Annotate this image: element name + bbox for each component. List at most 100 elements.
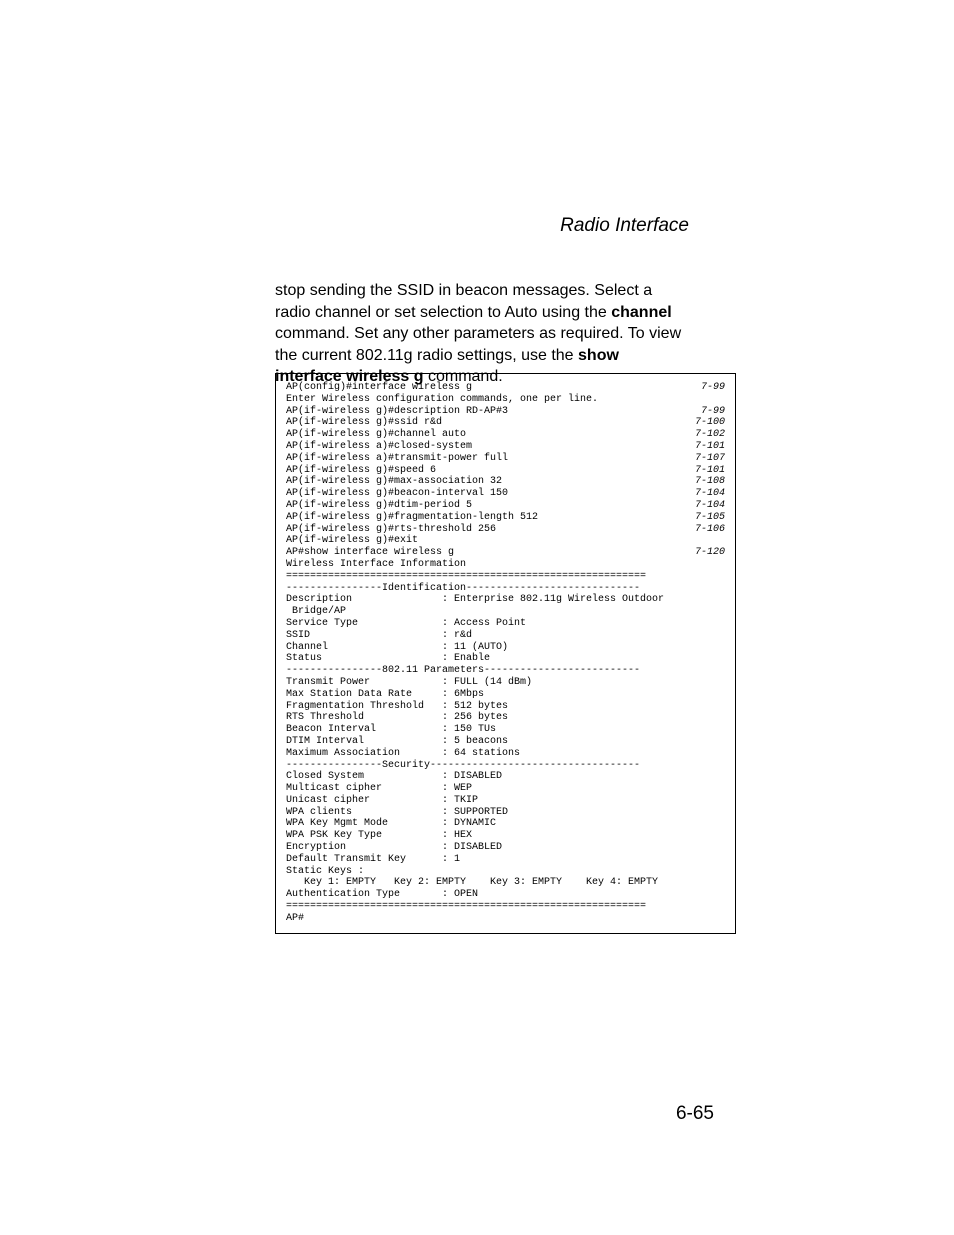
terminal-text: AP(if-wireless g)#speed 6 xyxy=(286,465,436,477)
terminal-line: Key 1: EMPTY Key 2: EMPTY Key 3: EMPTY K… xyxy=(286,877,725,889)
terminal-ref: 7-108 xyxy=(695,476,725,488)
terminal-line: DTIM Interval : 5 beacons xyxy=(286,736,725,748)
terminal-text: Bridge/AP xyxy=(286,606,346,618)
terminal-ref: 7-106 xyxy=(695,524,725,536)
terminal-text: AP(if-wireless g)#beacon-interval 150 xyxy=(286,488,508,500)
terminal-text: Status : Enable xyxy=(286,653,490,665)
terminal-line: Closed System : DISABLED xyxy=(286,771,725,783)
terminal-line: AP(if-wireless g)#max-association 32 7-10… xyxy=(286,476,725,488)
terminal-text: Multicast cipher : WEP xyxy=(286,783,472,795)
terminal-line: SSID : r&d xyxy=(286,630,725,642)
terminal-text: WPA clients : SUPPORTED xyxy=(286,807,508,819)
terminal-text: Key 1: EMPTY Key 2: EMPTY Key 3: EMPTY K… xyxy=(286,877,658,889)
page-header: Radio Interface xyxy=(560,215,689,237)
terminal-line: Default Transmit Key : 1 xyxy=(286,854,725,866)
terminal-line: Status : Enable xyxy=(286,653,725,665)
terminal-line: Enter Wireless configuration commands, o… xyxy=(286,394,725,406)
terminal-line: AP(if-wireless g)#exit xyxy=(286,535,725,547)
terminal-text: SSID : r&d xyxy=(286,630,472,642)
terminal-line: Static Keys : xyxy=(286,866,725,878)
terminal-ref: 7-104 xyxy=(695,500,725,512)
terminal-ref: 7-100 xyxy=(695,417,725,429)
terminal-line: Max Station Data Rate : 6Mbps xyxy=(286,689,725,701)
terminal-text: AP(config)#interface wireless g xyxy=(286,382,472,394)
terminal-text: Channel : 11 (AUTO) xyxy=(286,642,508,654)
terminal-line: ========================================… xyxy=(286,571,725,583)
body-part1: stop sending the SSID in beacon messages… xyxy=(275,282,652,321)
terminal-line: AP(if-wireless g)#channel auto 7-102 xyxy=(286,429,725,441)
terminal-text: Wireless Interface Information xyxy=(286,559,466,571)
terminal-line: ========================================… xyxy=(286,901,725,913)
terminal-text: Encryption : DISABLED xyxy=(286,842,502,854)
terminal-text: Beacon Interval : 150 TUs xyxy=(286,724,496,736)
terminal-line: ----------------Security----------------… xyxy=(286,760,725,772)
terminal-text: ========================================… xyxy=(286,901,646,913)
terminal-ref: 7-102 xyxy=(695,429,725,441)
terminal-text: RTS Threshold : 256 bytes xyxy=(286,712,508,724)
terminal-text: WPA Key Mgmt Mode : DYNAMIC xyxy=(286,818,496,830)
terminal-text: AP(if-wireless g)#channel auto xyxy=(286,429,466,441)
terminal-line: AP(config)#interface wireless g7-99 xyxy=(286,382,725,394)
terminal-line: AP#show interface wireless g 7-120 xyxy=(286,547,725,559)
terminal-ref: 7-105 xyxy=(695,512,725,524)
terminal-text: AP# xyxy=(286,913,304,925)
terminal-line: AP(if-wireless g)#rts-threshold 256 7-106 xyxy=(286,524,725,536)
terminal-text: ----------------802.11 Parameters-------… xyxy=(286,665,640,677)
terminal-text: AP(if-wireless g)#dtim-period 5 xyxy=(286,500,472,512)
terminal-line: WPA Key Mgmt Mode : DYNAMIC xyxy=(286,818,725,830)
terminal-text: WPA PSK Key Type : HEX xyxy=(286,830,472,842)
terminal-text: Service Type : Access Point xyxy=(286,618,526,630)
terminal-text: ========================================… xyxy=(286,571,646,583)
terminal-ref: 7-107 xyxy=(695,453,725,465)
terminal-line: AP(if-wireless g)#ssid r&d7-100 xyxy=(286,417,725,429)
terminal-line: Channel : 11 (AUTO) xyxy=(286,642,725,654)
terminal-ref: 7-120 xyxy=(695,547,725,559)
page-number-text: 6-65 xyxy=(676,1103,714,1124)
terminal-text: AP(if-wireless g)#rts-threshold 256 xyxy=(286,524,496,536)
terminal-line: RTS Threshold : 256 bytes xyxy=(286,712,725,724)
terminal-text: Unicast cipher : TKIP xyxy=(286,795,478,807)
terminal-line: Unicast cipher : TKIP xyxy=(286,795,725,807)
terminal-line: Multicast cipher : WEP xyxy=(286,783,725,795)
terminal-line: Service Type : Access Point xyxy=(286,618,725,630)
body-part2: command. Set any other parameters as req… xyxy=(275,325,681,364)
terminal-line: WPA PSK Key Type : HEX xyxy=(286,830,725,842)
terminal-output: AP(config)#interface wireless g7-99Enter… xyxy=(275,373,736,934)
terminal-ref: 7-101 xyxy=(695,465,725,477)
terminal-line: ----------------802.11 Parameters-------… xyxy=(286,665,725,677)
terminal-line: Bridge/AP xyxy=(286,606,725,618)
terminal-line: Description : Enterprise 802.11g Wireles… xyxy=(286,594,725,606)
terminal-text: Maximum Association : 64 stations xyxy=(286,748,520,760)
terminal-text: AP(if-wireless a)#closed-system xyxy=(286,441,472,453)
terminal-text: Fragmentation Threshold : 512 bytes xyxy=(286,701,508,713)
page-number: 6-65 xyxy=(676,1103,714,1125)
terminal-line: Fragmentation Threshold : 512 bytes xyxy=(286,701,725,713)
terminal-line: Maximum Association : 64 stations xyxy=(286,748,725,760)
terminal-text: Static Keys : xyxy=(286,866,364,878)
terminal-line: AP(if-wireless g)#beacon-interval 150 7-1… xyxy=(286,488,725,500)
terminal-text: AP#show interface wireless g xyxy=(286,547,454,559)
terminal-line: Beacon Interval : 150 TUs xyxy=(286,724,725,736)
terminal-text: AP(if-wireless g)#fragmentation-length 5… xyxy=(286,512,538,524)
terminal-text: Authentication Type : OPEN xyxy=(286,889,478,901)
terminal-text: ----------------Identification----------… xyxy=(286,583,640,595)
terminal-line: AP(if-wireless a)#transmit-power full7-1… xyxy=(286,453,725,465)
body-bold1: channel xyxy=(611,304,671,321)
terminal-text: AP(if-wireless g)#max-association 32 xyxy=(286,476,502,488)
terminal-line: AP# xyxy=(286,913,725,925)
terminal-line: Transmit Power : FULL (14 dBm) xyxy=(286,677,725,689)
terminal-text: Description : Enterprise 802.11g Wireles… xyxy=(286,594,664,606)
header-title: Radio Interface xyxy=(560,215,689,236)
terminal-text: ----------------Security----------------… xyxy=(286,760,640,772)
terminal-ref: 7-104 xyxy=(695,488,725,500)
terminal-line: Encryption : DISABLED xyxy=(286,842,725,854)
terminal-line: AP(if-wireless g)#description RD-AP#37-9… xyxy=(286,406,725,418)
terminal-text: Transmit Power : FULL (14 dBm) xyxy=(286,677,532,689)
terminal-text: Enter Wireless configuration commands, o… xyxy=(286,394,598,406)
terminal-line: AP(if-wireless a)#closed-system 7-101 xyxy=(286,441,725,453)
terminal-text: Default Transmit Key : 1 xyxy=(286,854,460,866)
terminal-text: Max Station Data Rate : 6Mbps xyxy=(286,689,484,701)
terminal-text: DTIM Interval : 5 beacons xyxy=(286,736,508,748)
terminal-line: Wireless Interface Information xyxy=(286,559,725,571)
terminal-ref: 7-101 xyxy=(695,441,725,453)
